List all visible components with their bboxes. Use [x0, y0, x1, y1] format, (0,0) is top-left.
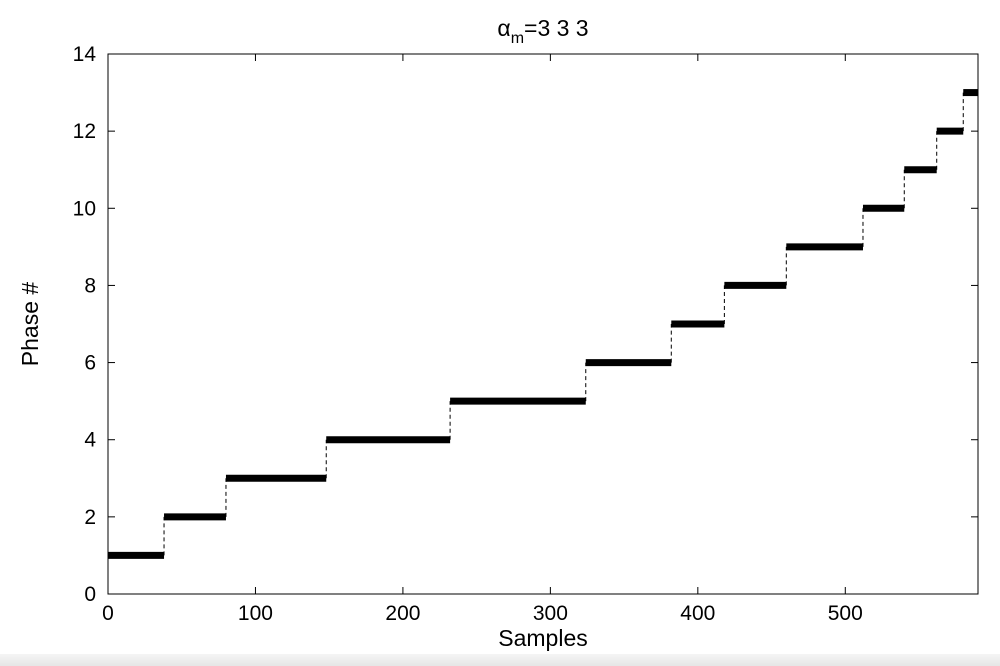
- x-axis-label: Samples: [498, 625, 587, 651]
- svg-text:300: 300: [533, 602, 568, 625]
- svg-text:2: 2: [84, 506, 96, 529]
- plot-area-box: [108, 54, 978, 594]
- svg-text:12: 12: [73, 120, 96, 143]
- y-axis-label: Phase #: [17, 282, 43, 367]
- x-ticks: 0 100 200 300 400 500: [102, 54, 863, 625]
- svg-text:14: 14: [73, 43, 97, 66]
- svg-text:4: 4: [84, 429, 96, 452]
- svg-text:500: 500: [828, 602, 863, 625]
- svg-text:400: 400: [680, 602, 715, 625]
- chart-title: αm=3 3 3: [497, 15, 588, 47]
- svg-text:6: 6: [84, 352, 96, 375]
- y-ticks: 0 2 4 6 8 10 12 14: [73, 43, 978, 606]
- svg-text:200: 200: [385, 602, 420, 625]
- svg-text:8: 8: [84, 274, 96, 297]
- svg-text:0: 0: [102, 602, 114, 625]
- svg-text:100: 100: [238, 602, 273, 625]
- bottom-gradient-strip: [0, 654, 1000, 666]
- step-series: [108, 93, 978, 556]
- svg-text:10: 10: [73, 197, 96, 220]
- svg-text:0: 0: [84, 583, 96, 606]
